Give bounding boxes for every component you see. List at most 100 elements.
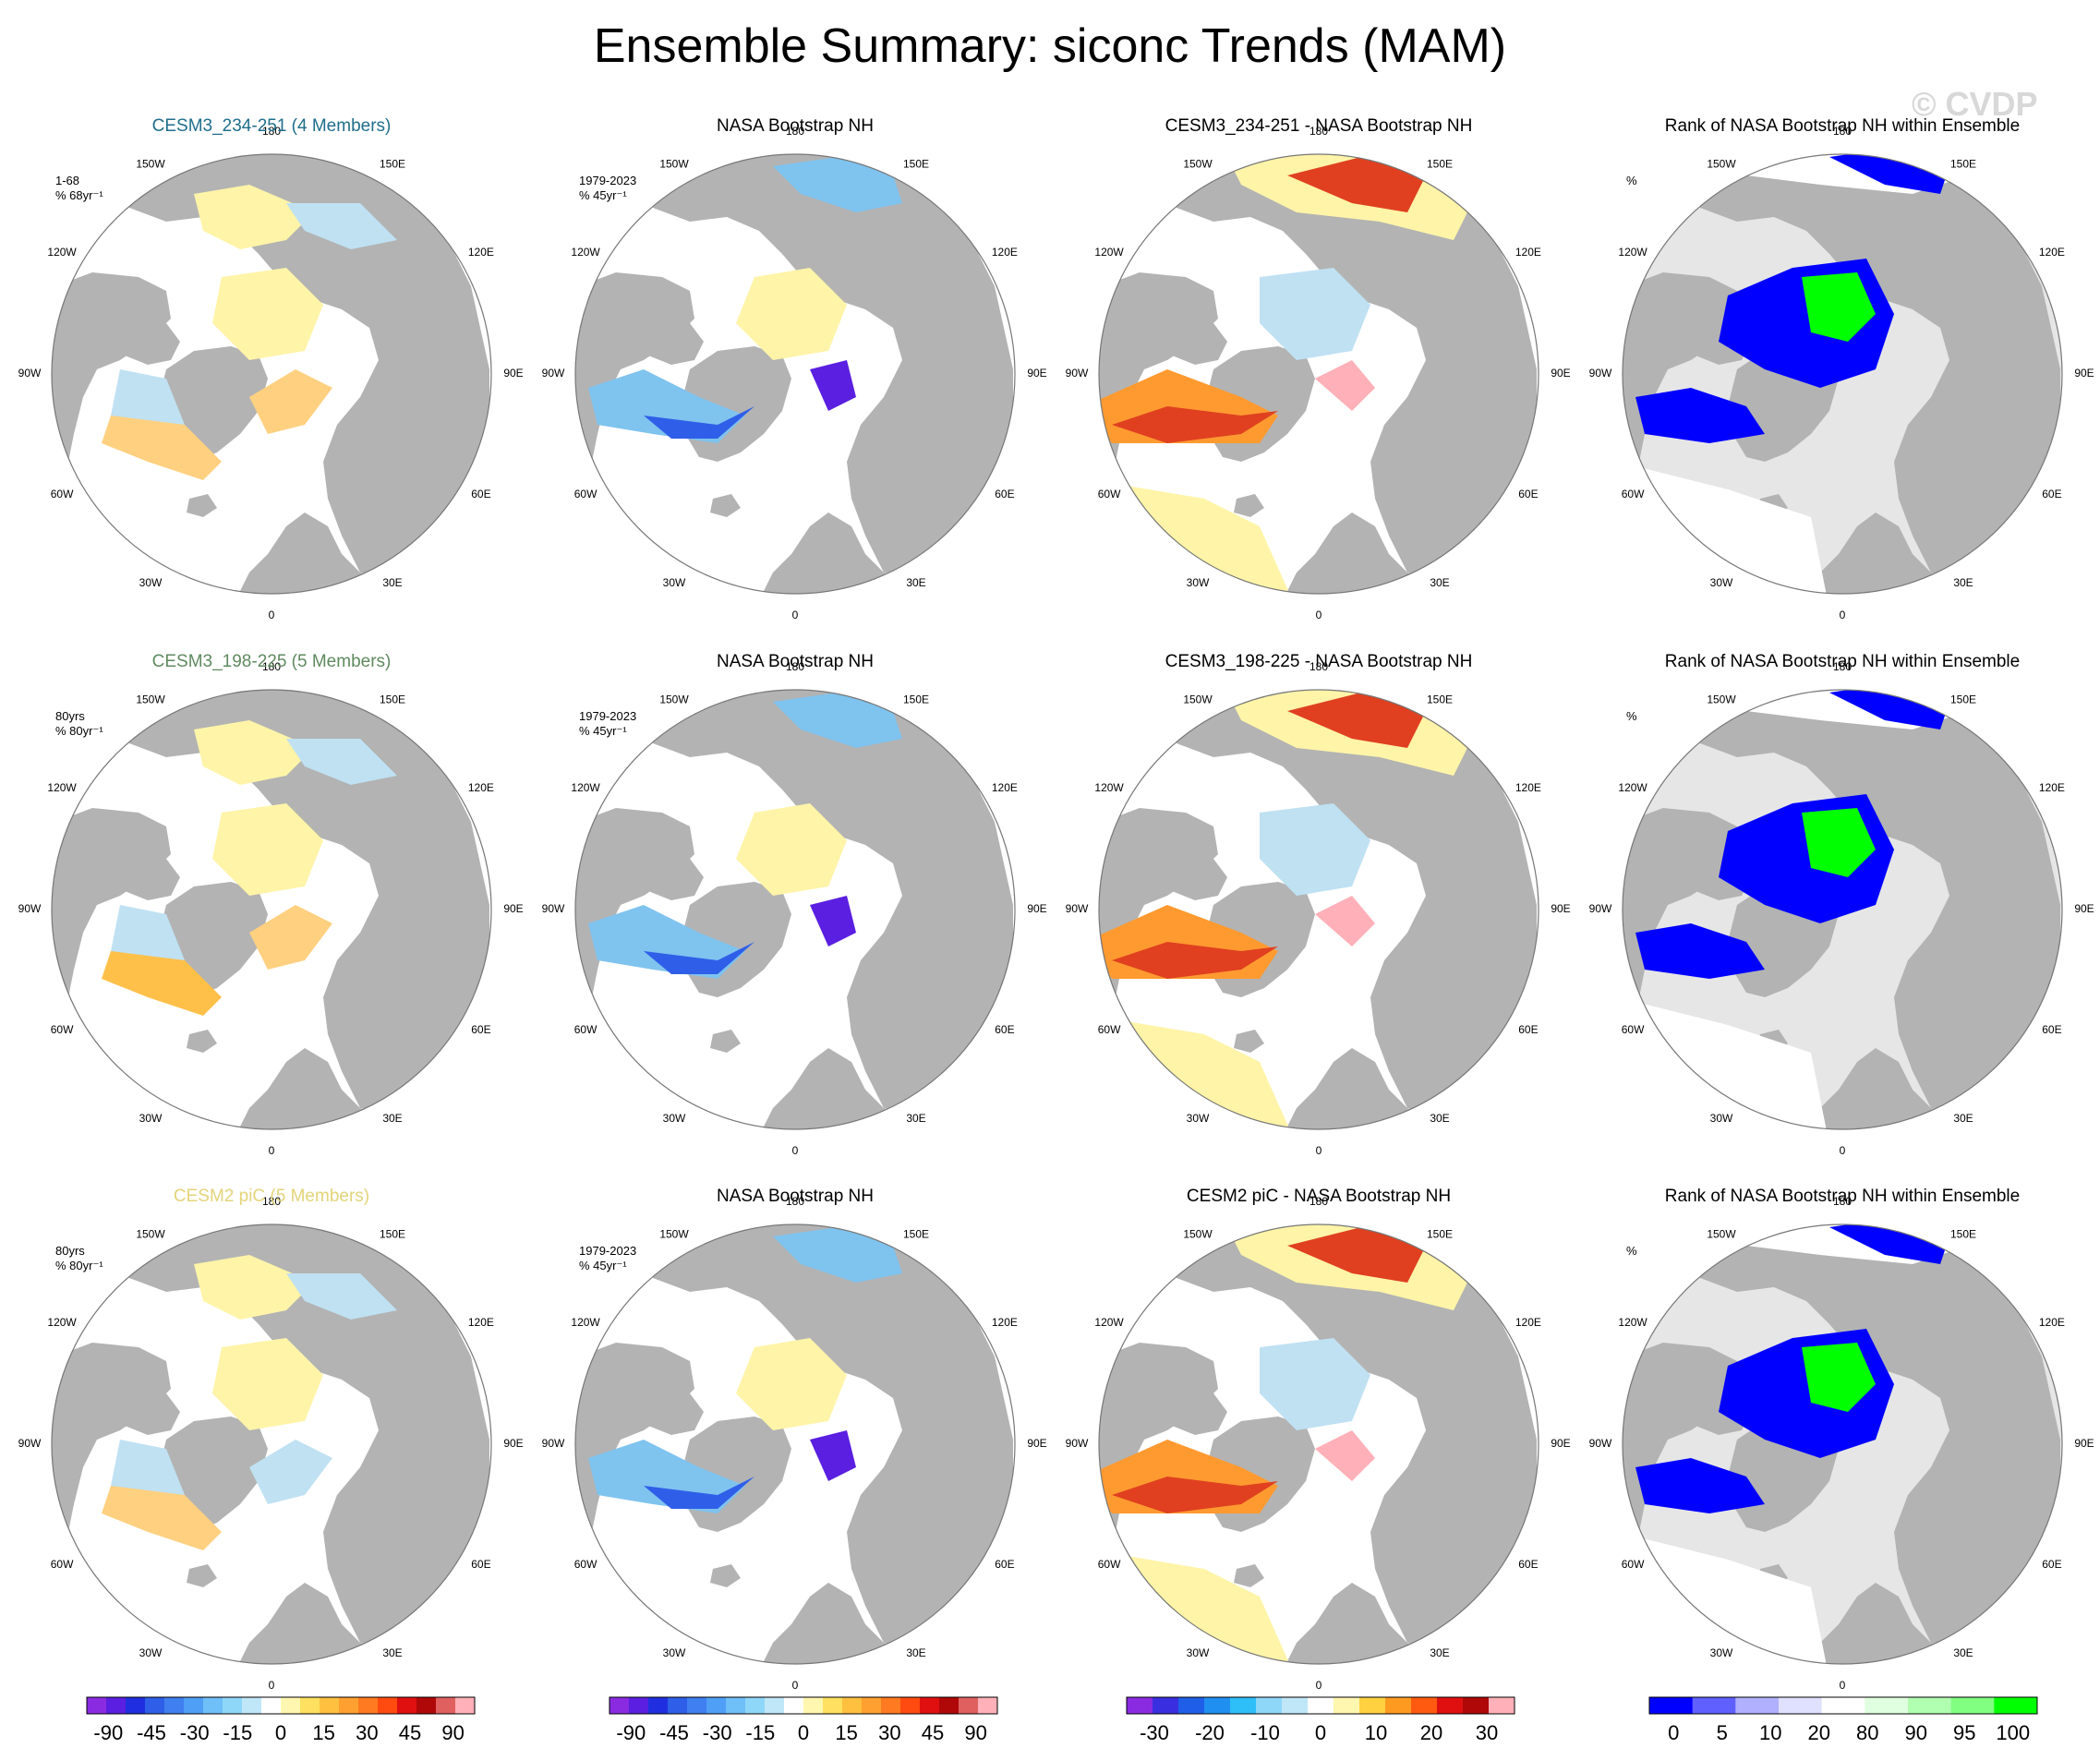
longitude-label: 30E [1430, 1646, 1449, 1659]
longitude-label: 0 [792, 609, 799, 621]
longitude-label: 90W [542, 1437, 565, 1450]
labrador-strong-decline [644, 942, 754, 974]
longitude-label: 60W [1098, 1023, 1121, 1036]
land-mass [710, 1030, 741, 1053]
colorbar-label: -90 [93, 1721, 123, 1744]
longitude-label: 60W [1622, 1023, 1645, 1036]
panel-period-units: % [1626, 1244, 1637, 1259]
longitude-label: 120W [47, 246, 77, 259]
rank-high [1802, 272, 1876, 342]
land-mass [634, 850, 704, 900]
longitude-label: 90W [1066, 367, 1089, 380]
longitude-label: 180 [262, 125, 281, 138]
longitude-label: 120W [1618, 781, 1647, 794]
longitude-label: 60E [2042, 1558, 2061, 1571]
longitude-label: 90E [503, 1437, 523, 1450]
longitude-label: 60W [574, 488, 597, 500]
colorbar-label: 0 [275, 1721, 286, 1744]
land-mass [1802, 512, 1968, 594]
colorbar-swatch [1950, 1697, 1995, 1714]
longitude-label: 60E [2042, 1023, 2061, 1036]
rank-high [1802, 1343, 1876, 1412]
longitude-label: 120W [1618, 246, 1647, 259]
longitude-label: 0 [1316, 609, 1322, 621]
ice-trend-patch [194, 720, 314, 785]
longitude-label: 90W [18, 902, 42, 915]
colorbar-label: 0 [798, 1721, 809, 1744]
colorbar-swatch [823, 1697, 843, 1714]
colorbar-label: 0 [1668, 1721, 1679, 1744]
longitude-label: 120E [468, 1316, 494, 1329]
colorbar-label: -15 [223, 1721, 252, 1744]
longitude-label: 150W [659, 157, 689, 170]
panel-title: CESM3_198-225 (5 Members) [151, 652, 392, 671]
rank-low [1635, 1458, 1765, 1513]
map-panel: 180 150E 120E 90E 60E 30E 0 30W 60W 90W 120W 150W CE… [1056, 1163, 1581, 1698]
longitude-label: 150W [1707, 157, 1736, 170]
arctic-basin-trend [736, 268, 847, 360]
land-mass [187, 1564, 217, 1587]
longitude-label: 150W [1707, 1227, 1736, 1240]
panel-title: NASA Bootstrap NH [716, 1187, 875, 1206]
colorbar-swatch [1359, 1697, 1386, 1714]
labrador-diff-strong [1112, 406, 1278, 443]
longitude-label: 120E [992, 1316, 1018, 1329]
longitude-label: 120E [2039, 246, 2065, 259]
map-panel: 180 150E 120E 90E 60E 30E 0 30W 60W 90W 120W 150W NA… [533, 92, 1057, 628]
longitude-label: 180 [262, 660, 281, 673]
colorbar-swatch [1908, 1697, 1952, 1714]
polar-map: 180 150E 120E 90E 60E 30E 0 30W 60W 90W 120W 150W [1066, 1195, 1571, 1692]
land-mass [120, 154, 489, 586]
colorbar-swatch [1437, 1697, 1464, 1714]
ice-trend-patch [286, 1273, 397, 1320]
panel-period-units: 1979-2023% 45yr⁻¹ [579, 709, 636, 739]
longitude-label: 120E [1515, 781, 1541, 794]
longitude-label: 30E [906, 1646, 925, 1659]
longitude-label: 30W [139, 1112, 163, 1125]
polar-map: 180 150E 120E 90E 60E 30E 0 30W 60W 90W 120W 150W [1589, 660, 2094, 1157]
colorbar-swatch [900, 1697, 921, 1714]
colorbar-label: 20 [1808, 1721, 1830, 1744]
ice-trend-patch [773, 157, 902, 212]
map-panel: 180 150E 120E 90E 60E 30E 0 30W 60W 90W 120W 150W Ra… [1580, 1163, 2100, 1698]
longitude-label: 120W [571, 1316, 600, 1329]
panel-period: 80yrs [55, 1244, 85, 1258]
map-field [1623, 154, 2062, 594]
longitude-label: 180 [786, 125, 804, 138]
panel-units: % 45yr⁻¹ [579, 188, 627, 202]
colorbar-swatch [455, 1697, 476, 1714]
map-field [1623, 690, 2062, 1129]
colorbar-label: 15 [312, 1721, 334, 1744]
longitude-label: 90W [542, 367, 565, 380]
arctic-basin-diff [1260, 803, 1370, 896]
panel-period-units: 80yrs% 80yr⁻¹ [55, 709, 103, 739]
colorbar-swatch [648, 1697, 669, 1714]
longitude-label: 60W [574, 1023, 597, 1036]
colorbar-swatch [378, 1697, 398, 1714]
colorbar-swatch [203, 1697, 223, 1714]
longitude-label: 180 [1309, 660, 1328, 673]
panel-period-units: 1979-2023% 45yr⁻¹ [579, 174, 636, 203]
polar-map: 180 150E 120E 90E 60E 30E 0 30W 60W 90W 120W 150W [1066, 125, 1571, 621]
arctic-basin-trend [212, 1338, 323, 1430]
land-mass [231, 1048, 397, 1129]
longitude-label: 150W [1183, 157, 1213, 170]
colorbar-swatch [184, 1697, 204, 1714]
longitude-label: 90E [1551, 1437, 1570, 1450]
longitude-label: 180 [786, 660, 804, 673]
panel-title: Rank of NASA Bootstrap NH within Ensembl… [1664, 1187, 2021, 1206]
labrador-trend [102, 951, 222, 1016]
land-mass [1158, 850, 1227, 900]
longitude-label: 60E [995, 1558, 1014, 1571]
cvdp-watermark: © CVDP [1912, 85, 2038, 123]
land-mass [111, 850, 180, 900]
polar-map: 180 150E 120E 90E 60E 30E 0 30W 60W 90W 120W 150W [542, 1195, 1047, 1692]
longitude-label: 60E [995, 1023, 1014, 1036]
longitude-label: 60W [51, 1558, 74, 1571]
longitude-label: 30E [1953, 576, 1973, 589]
polar-map: 180 150E 120E 90E 60E 30E 0 30W 60W 90W 120W 150W [18, 660, 524, 1157]
map-boundary [1622, 689, 2063, 1130]
labrador-strong-decline [644, 406, 754, 439]
panel-units: % 80yr⁻¹ [55, 1259, 103, 1272]
colorbar-swatch [978, 1697, 998, 1714]
